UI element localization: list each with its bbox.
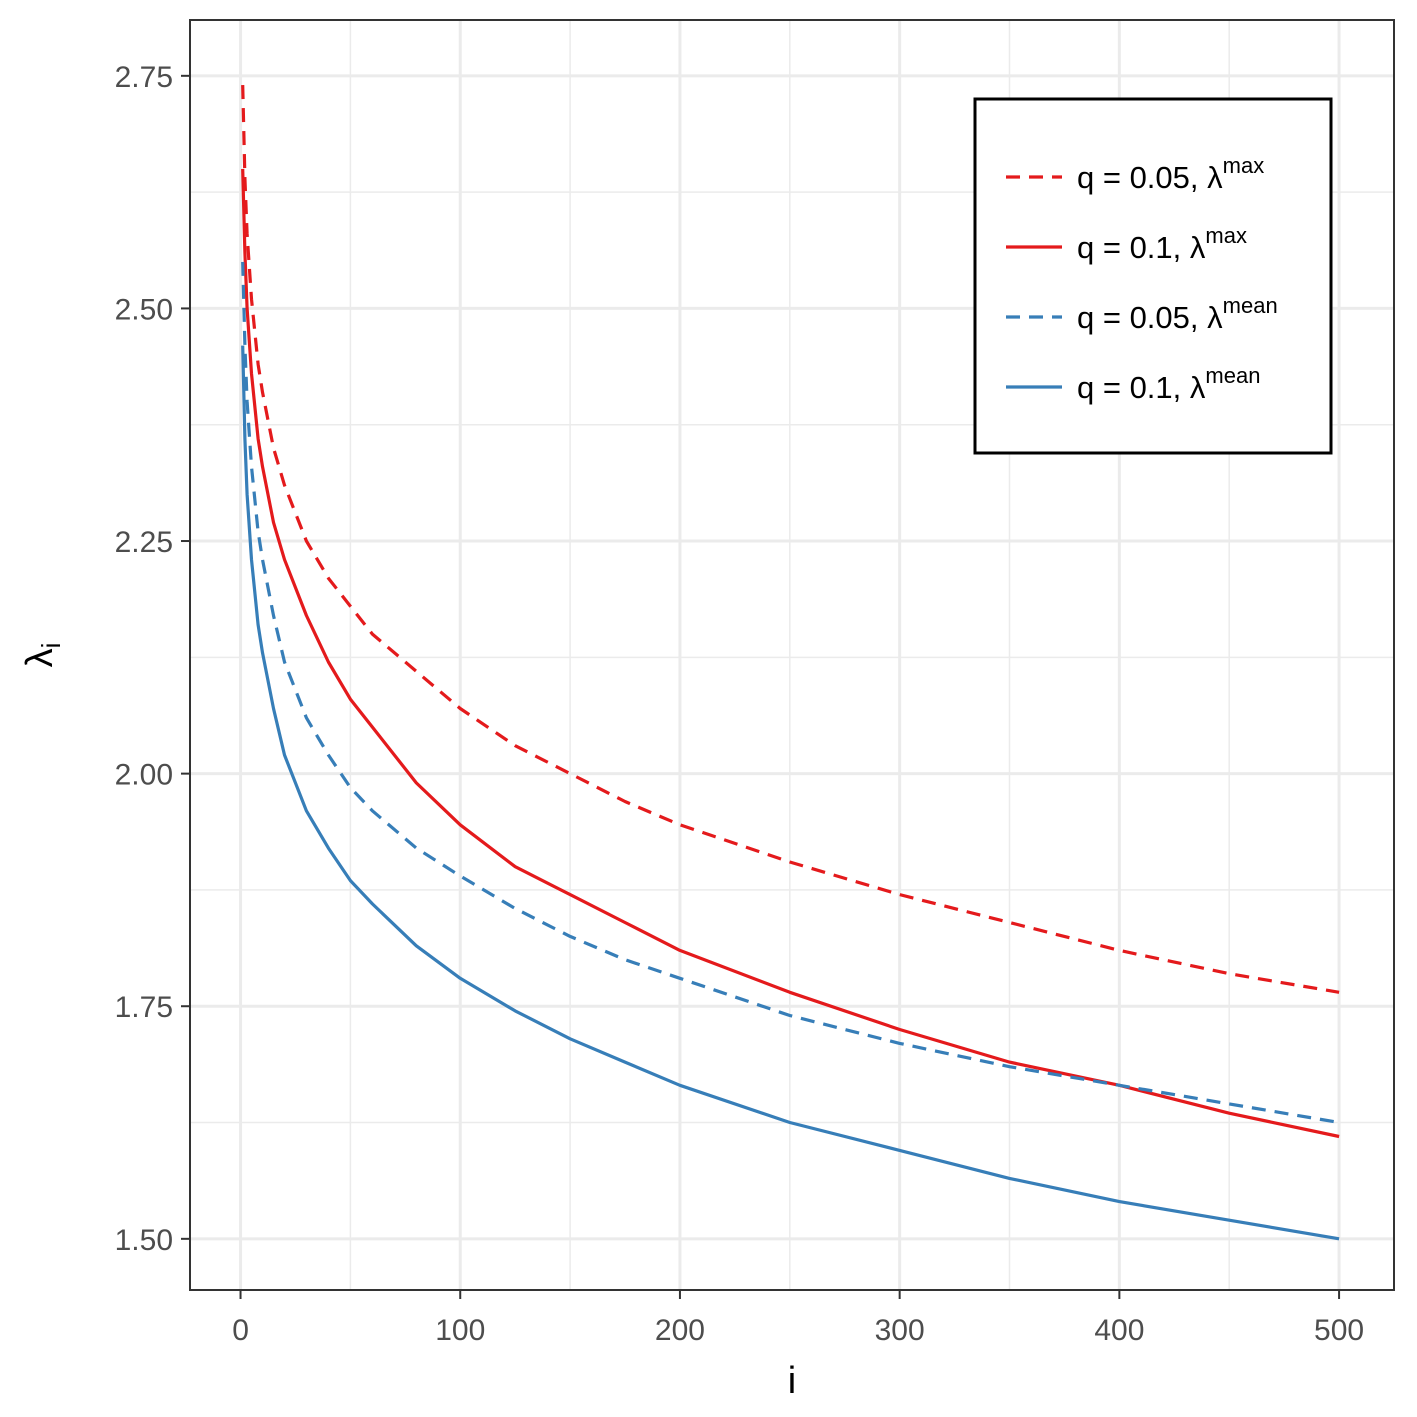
y-tick-label: 2.25 [115,526,173,559]
y-tick-label: 2.50 [115,293,173,326]
legend-label-superscript: mean [1223,293,1278,318]
series-lines [241,85,1340,1241]
legend-label-superscript: max [1223,153,1265,178]
y-axis-title-base: λ [19,648,61,667]
series-line-max-solid [241,168,1340,1139]
x-tick-labels: 0 100 200 300 400 500 [232,1314,1364,1347]
x-tick-label: 100 [435,1314,485,1347]
legend-label-superscript: max [1205,223,1247,248]
legend-label-main: q = 0.1, λ [1077,370,1206,405]
legend-label-main: q = 0.05, λ [1077,300,1223,335]
plot-panel-border [189,19,1395,1291]
legend-label: q = 0.1, λmean [1077,363,1260,405]
legend-label: q = 0.05, λmean [1077,293,1278,335]
legend-label-main: q = 0.1, λ [1077,230,1206,265]
y-tick-label: 2.75 [115,61,173,94]
x-tick-label: 300 [875,1314,925,1347]
series-line-max-dashed [241,85,1340,994]
axis-ticks [181,74,1341,1299]
x-tick-label: 0 [232,1314,249,1347]
y-tick-labels: 1.50 1.75 2.00 2.25 2.50 2.75 [115,61,173,1257]
y-tick-label: 1.75 [115,991,173,1024]
y-tick-label: 2.00 [115,759,173,792]
series-line-mean-solid [241,345,1340,1241]
x-axis-title: i [788,1360,796,1402]
y-tick-label: 1.50 [115,1224,173,1257]
legend-label-main: q = 0.05, λ [1077,160,1223,195]
legend-label: q = 0.1, λmax [1077,223,1247,265]
legend-box [973,97,1333,455]
y-axis-title-subscript: i [36,643,66,649]
y-axis-title: λi [19,643,66,668]
series-line-mean-dashed [241,261,1340,1125]
x-tick-label: 500 [1314,1314,1364,1347]
legend-label: q = 0.05, λmax [1077,153,1264,195]
legend-label-superscript: mean [1205,363,1260,388]
major-gridlines [190,20,1394,1290]
x-tick-label: 400 [1094,1314,1144,1347]
x-tick-label: 200 [655,1314,705,1347]
